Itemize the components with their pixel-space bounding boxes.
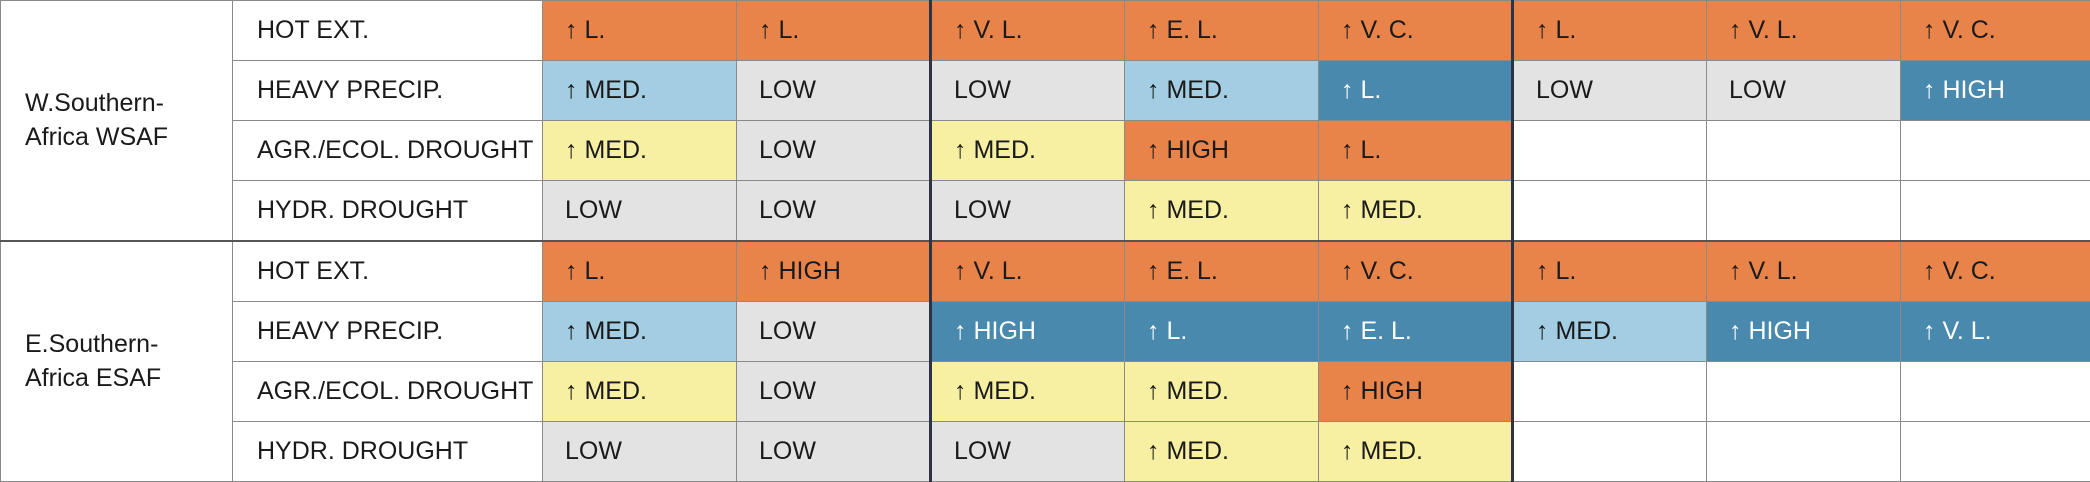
table-row: AGR./ECOL. DROUGHT↑ MED.LOW↑ MED.↑ HIGH↑…: [1, 121, 2090, 181]
assessment-cell: [1707, 181, 1901, 242]
assessment-cell: ↑ L.: [1125, 302, 1319, 362]
assessment-cell: LOW: [737, 61, 931, 121]
assessment-cell: ↑ E. L.: [1319, 302, 1513, 362]
assessment-cell: ↑ L.: [1319, 61, 1513, 121]
assessment-cell: ↑ MED.: [1319, 422, 1513, 482]
assessment-cell: LOW: [1513, 61, 1707, 121]
assessment-cell: ↑ MED.: [1125, 422, 1319, 482]
assessment-cell: ↑ V. L.: [1901, 302, 2090, 362]
assessment-cell: LOW: [737, 121, 931, 181]
variable-label: HYDR. DROUGHT: [233, 422, 543, 482]
assessment-cell: ↑ L.: [543, 241, 737, 302]
assessment-cell: ↑ MED.: [1319, 181, 1513, 242]
assessment-cell: [1707, 362, 1901, 422]
assessment-cell: [1901, 422, 2090, 482]
region-label: E.Southern-Africa ESAF: [1, 241, 233, 482]
assessment-cell: [1513, 362, 1707, 422]
assessment-cell: LOW: [543, 181, 737, 242]
variable-label: HEAVY PRECIP.: [233, 61, 543, 121]
assessment-cell: ↑ MED.: [543, 362, 737, 422]
table-row: AGR./ECOL. DROUGHT↑ MED.LOW↑ MED.↑ MED.↑…: [1, 362, 2090, 422]
assessment-cell: ↑ MED.: [543, 302, 737, 362]
assessment-cell: LOW: [737, 362, 931, 422]
assessment-cell: ↑ HIGH: [1125, 121, 1319, 181]
assessment-cell: [1901, 121, 2090, 181]
assessment-cell: ↑ MED.: [931, 362, 1125, 422]
assessment-cell: [1707, 422, 1901, 482]
assessment-cell: ↑ L.: [737, 1, 931, 61]
assessment-cell: ↑ L.: [1513, 1, 1707, 61]
assessment-cell: ↑ L.: [543, 1, 737, 61]
assessment-cell: ↑ V. C.: [1901, 1, 2090, 61]
assessment-cell: LOW: [1707, 61, 1901, 121]
assessment-cell: ↑ MED.: [543, 61, 737, 121]
table-row: HEAVY PRECIP.↑ MED.LOW↑ HIGH↑ L.↑ E. L.↑…: [1, 302, 2090, 362]
assessment-cell: ↑ MED.: [931, 121, 1125, 181]
assessment-cell: LOW: [737, 302, 931, 362]
assessment-cell: [1901, 181, 2090, 242]
assessment-cell: [1513, 121, 1707, 181]
variable-label: AGR./ECOL. DROUGHT: [233, 362, 543, 422]
assessment-cell: ↑ E. L.: [1125, 1, 1319, 61]
variable-label: AGR./ECOL. DROUGHT: [233, 121, 543, 181]
assessment-cell: ↑ L.: [1319, 121, 1513, 181]
region-label: W.Southern-Africa WSAF: [1, 1, 233, 242]
assessment-cell: ↑ HIGH: [1319, 362, 1513, 422]
assessment-cell: ↑ MED.: [1125, 181, 1319, 242]
assessment-cell: LOW: [931, 61, 1125, 121]
assessment-cell: LOW: [931, 422, 1125, 482]
assessment-cell: ↑ HIGH: [1707, 302, 1901, 362]
assessment-cell: ↑ E. L.: [1125, 241, 1319, 302]
assessment-cell: ↑ MED.: [543, 121, 737, 181]
assessment-cell: ↑ HIGH: [1901, 61, 2090, 121]
assessment-cell: ↑ V. C.: [1319, 241, 1513, 302]
assessment-cell: [1513, 181, 1707, 242]
variable-label: HOT EXT.: [233, 1, 543, 61]
assessment-cell: ↑ MED.: [1125, 61, 1319, 121]
assessment-cell: ↑ L.: [1513, 241, 1707, 302]
assessment-cell: [1707, 121, 1901, 181]
variable-label: HOT EXT.: [233, 241, 543, 302]
assessment-cell: ↑ V. L.: [931, 241, 1125, 302]
variable-label: HEAVY PRECIP.: [233, 302, 543, 362]
assessment-cell: ↑ V. L.: [1707, 241, 1901, 302]
assessment-cell: ↑ V. C.: [1901, 241, 2090, 302]
assessment-cell: [1513, 422, 1707, 482]
assessment-cell: ↑ HIGH: [737, 241, 931, 302]
assessment-cell: ↑ V. L.: [1707, 1, 1901, 61]
assessment-cell: LOW: [737, 181, 931, 242]
assessment-cell: ↑ MED.: [1513, 302, 1707, 362]
assessment-cell: LOW: [737, 422, 931, 482]
assessment-cell: [1901, 362, 2090, 422]
assessment-cell: ↑ V. C.: [1319, 1, 1513, 61]
assessment-cell: ↑ HIGH: [931, 302, 1125, 362]
assessment-cell: ↑ MED.: [1125, 362, 1319, 422]
assessment-cell: LOW: [543, 422, 737, 482]
assessment-cell: LOW: [931, 181, 1125, 242]
variable-label: HYDR. DROUGHT: [233, 181, 543, 242]
assessment-cell: ↑ V. L.: [931, 1, 1125, 61]
